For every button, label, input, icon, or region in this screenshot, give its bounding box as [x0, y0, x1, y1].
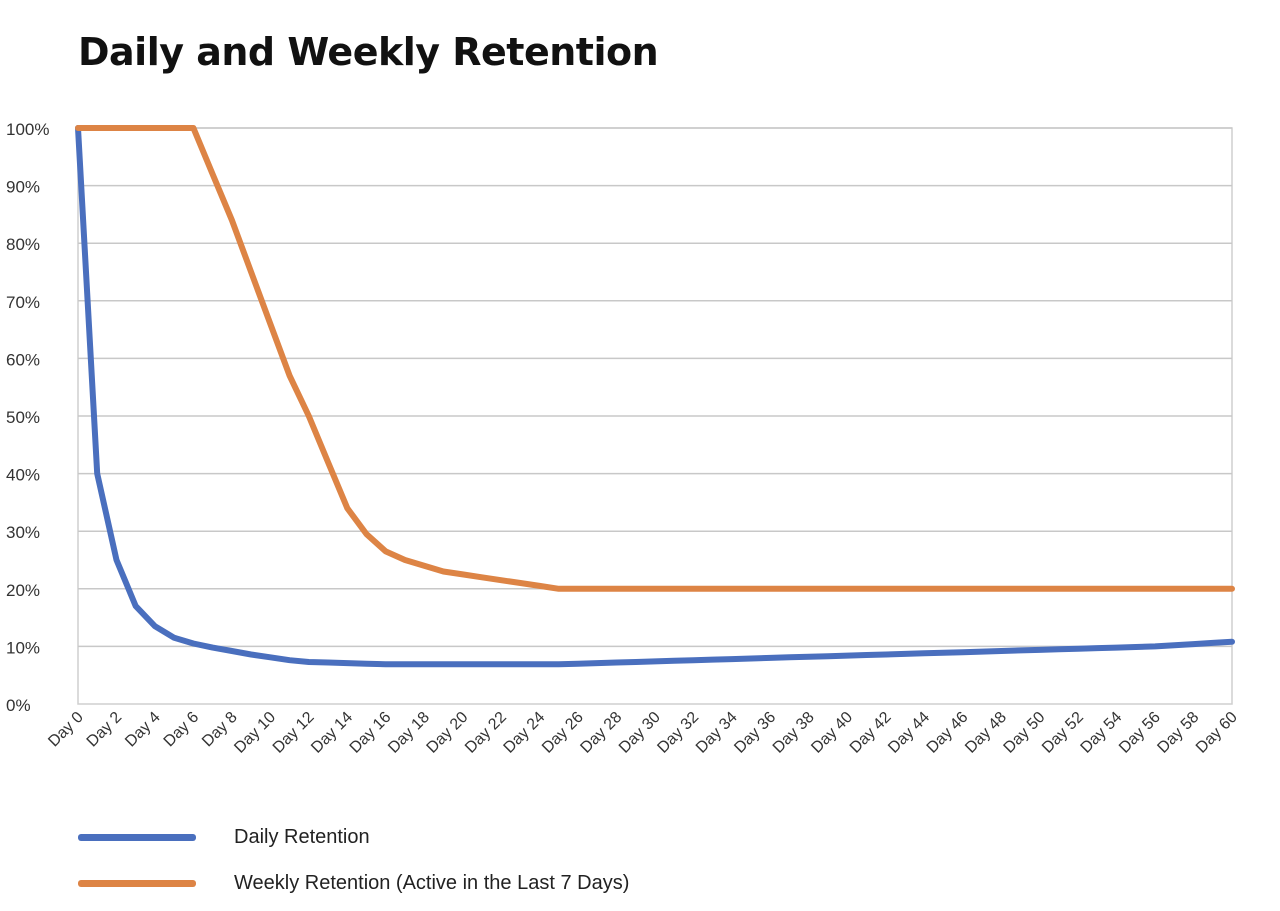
x-tick-label: Day 14 [308, 709, 356, 757]
y-tick-label: 0% [6, 696, 31, 715]
x-tick-label: Day 28 [577, 709, 625, 757]
x-tick-label: Day 38 [770, 709, 818, 757]
x-tick-label: Day 4 [122, 709, 164, 751]
x-tick-label: Day 24 [501, 709, 549, 757]
y-axis-ticks: 0% 10% 20% 30% 40% 50% 60% 70% 80% 90% 100% [6, 120, 49, 715]
x-tick-label: Day 2 [84, 709, 126, 751]
x-tick-label: Day 54 [1078, 709, 1126, 757]
series-line-daily-retention [75, 125, 1235, 668]
x-tick-label: Day 6 [161, 709, 203, 751]
x-tick-label: Day 26 [539, 709, 587, 757]
x-tick-label: Day 34 [693, 709, 741, 757]
x-tick-label: Day 0 [45, 709, 87, 751]
x-tick-label: Day 42 [847, 709, 895, 757]
x-tick-label: Day 30 [616, 709, 664, 757]
x-tick-label: Day 50 [1001, 709, 1049, 757]
x-tick-label: Day 52 [1039, 709, 1087, 757]
x-tick-label: Day 16 [347, 709, 395, 757]
legend-label-weekly: Weekly Retention (Active in the Last 7 D… [234, 872, 630, 894]
x-tick-label: Day 48 [962, 709, 1010, 757]
y-tick-label: 60% [6, 350, 40, 369]
y-tick-label: 70% [6, 293, 40, 312]
y-tick-label: 80% [6, 235, 40, 254]
legend-item-weekly: Weekly Retention (Active in the Last 7 D… [78, 872, 629, 895]
x-tick-label: Day 60 [1193, 709, 1241, 757]
x-tick-label: Day 58 [1154, 709, 1202, 757]
gridlines [77, 127, 1233, 705]
series-line-weekly-retention [75, 125, 1235, 592]
legend-label-daily: Daily Retention [234, 826, 370, 848]
legend-item-daily: Daily Retention [78, 826, 370, 849]
x-tick-label: Day 20 [424, 709, 472, 757]
x-tick-label: Day 10 [231, 709, 279, 757]
x-tick-label: Day 56 [1116, 709, 1164, 757]
x-tick-label: Day 36 [731, 709, 779, 757]
legend-swatch-weekly [78, 880, 196, 887]
series-lines [75, 125, 1235, 668]
y-tick-label: 100% [6, 120, 49, 139]
y-tick-label: 50% [6, 408, 40, 427]
chart-title: Daily and Weekly Retention [78, 30, 659, 74]
legend-swatch-daily [78, 834, 196, 841]
x-tick-label: Day 40 [808, 709, 856, 757]
y-tick-label: 20% [6, 581, 40, 600]
y-tick-label: 30% [6, 523, 40, 542]
x-tick-label: Day 12 [270, 709, 318, 757]
x-tick-label: Day 32 [654, 709, 702, 757]
y-tick-label: 40% [6, 466, 40, 485]
x-tick-label: Day 46 [924, 709, 972, 757]
x-tick-label: Day 22 [462, 709, 510, 757]
x-tick-label: Day 44 [885, 709, 933, 757]
x-tick-label: Day 18 [385, 709, 433, 757]
y-tick-label: 90% [6, 178, 40, 197]
y-tick-label: 10% [6, 638, 40, 657]
